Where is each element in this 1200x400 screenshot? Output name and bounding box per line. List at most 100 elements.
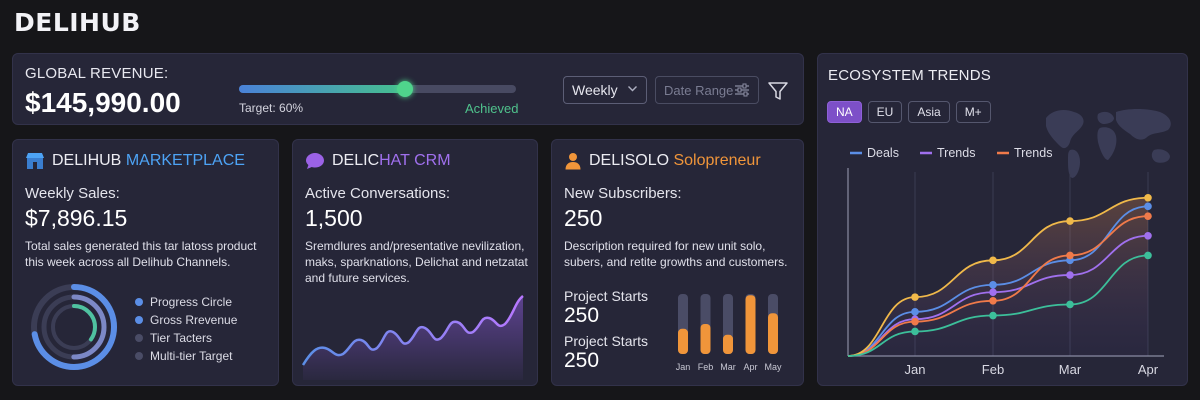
bar-month-label: Apr: [743, 362, 757, 372]
legend-label: Gross Rrevenue: [150, 313, 238, 327]
series-3-point: [989, 256, 997, 265]
monthly-bar-chart: Jan Feb Mar Apr May: [676, 294, 782, 372]
target-label: Target: 60%: [239, 101, 304, 115]
app-logo[interactable]: DELIHUB: [14, 8, 141, 37]
series-0-point: [989, 281, 997, 289]
conversations-sparkline: [301, 295, 524, 380]
project-starts-value: 250: [564, 304, 600, 327]
marketplace-card-title: DELIHUB MARKETPLACE: [25, 152, 245, 170]
active-conversations-value: 1,500: [305, 205, 363, 231]
period-select[interactable]: Weekly: [563, 76, 647, 104]
tab-region-eu[interactable]: EU: [867, 101, 903, 123]
tab-region-mplus[interactable]: M+: [955, 101, 991, 123]
solopreneur-card: DELISOLO Solopreneur New Subscribers: 25…: [551, 139, 804, 386]
bar-jan: [678, 328, 688, 354]
progress-fill: [239, 85, 406, 93]
bar-mar: [723, 334, 733, 354]
new-subscribers-label: New Subscribers:: [564, 185, 682, 202]
series-3-point: [911, 293, 919, 301]
project-starts-label: Project Starts: [564, 333, 649, 349]
trend-area-fill: [848, 197, 1148, 356]
crm-card-title: DELIC HAT CRM: [305, 152, 451, 170]
crm-title-brand: DELIC: [332, 152, 380, 169]
project-starts-label: Project Starts: [564, 288, 649, 304]
marketplace-title-brand: DELIHUB: [52, 152, 122, 169]
series-0-point: [911, 308, 919, 316]
bar-feb: [700, 324, 711, 354]
filter-icon[interactable]: [767, 80, 789, 102]
legend-dot: [135, 334, 143, 342]
x-tick-label: Jan: [905, 362, 926, 377]
series-1-point: [1144, 231, 1152, 240]
progress-rings: [31, 284, 117, 370]
bar-month-label: Jan: [676, 362, 691, 372]
solo-title-product: Solopreneur: [673, 152, 761, 169]
series-3-point: [1144, 193, 1152, 202]
period-select-value: Weekly: [572, 82, 618, 98]
region-tabs: NA EU Asia M+: [827, 101, 991, 123]
x-tick-label: Mar: [1059, 362, 1082, 377]
x-tick-label: Feb: [982, 362, 1004, 377]
bar-may: [768, 313, 778, 354]
revenue-value: $145,990.00: [25, 87, 181, 118]
legend-item: Progress Circle: [135, 293, 237, 311]
x-tick-label: Apr: [1138, 362, 1159, 377]
series-2-point: [989, 297, 997, 305]
date-range-placeholder: Date Range: [664, 83, 734, 98]
ring-outer: [31, 284, 117, 370]
date-range-field[interactable]: Date Range: [655, 76, 759, 104]
legend-dot: [135, 316, 143, 324]
legend-label: Trends: [1014, 146, 1052, 160]
legend-label: Tier Tacters: [150, 331, 213, 345]
bar-month-label: May: [764, 362, 782, 372]
series-4-point: [911, 327, 919, 336]
target-progress-bar: [239, 81, 516, 97]
series-4-point: [989, 311, 997, 320]
series-4-point: [1144, 251, 1152, 260]
trends-title: ECOSYSTEM TRENDS: [828, 67, 991, 84]
revenue-label: GLOBAL REVENUE:: [25, 65, 169, 82]
global-revenue-panel: GLOBAL REVENUE: $145,990.00 Target: 60% …: [12, 53, 804, 125]
weekly-sales-label: Weekly Sales:: [25, 185, 120, 202]
bar-apr: [745, 295, 756, 354]
series-2-point: [911, 317, 919, 326]
progress-handle[interactable]: [397, 81, 414, 97]
store-icon: [26, 153, 44, 169]
chevron-down-icon: [627, 83, 638, 97]
ecosystem-trends-panel: ECOSYSTEM TRENDS NA EU Asia M+ Jan Feb Mar Apr…: [817, 53, 1188, 386]
series-3-point: [1066, 217, 1074, 225]
legend-label: Multi-tier Target: [150, 349, 233, 363]
legend-dot: [135, 352, 143, 360]
active-conversations-label: Active Conversations:: [305, 185, 451, 202]
series-2-point: [1144, 212, 1152, 220]
series-2-point: [1066, 251, 1074, 260]
project-starts-value: 250: [564, 349, 600, 372]
legend-item: Tier Tacters: [135, 329, 237, 347]
bar-month-label: Feb: [698, 362, 714, 372]
series-1-point: [989, 288, 997, 297]
legend-label: Progress Circle: [150, 295, 233, 309]
series-0-point: [1144, 202, 1152, 211]
user-icon: [565, 153, 581, 170]
achieved-label: Achieved: [465, 101, 519, 116]
series-4-point: [1066, 300, 1074, 309]
bar-month-label: Mar: [720, 362, 736, 372]
chat-bubble-icon: [306, 153, 324, 169]
legend-item: Multi-tier Target: [135, 347, 237, 365]
marketplace-card: DELIHUB MARKETPLACE Weekly Sales: $7,896…: [12, 139, 279, 386]
weekly-sales-value: $7,896.15: [25, 205, 128, 231]
tab-region-na[interactable]: NA: [827, 101, 862, 123]
ecosystem-trends-chart: Jan Feb Mar Apr Deals Trends Trends: [847, 146, 1164, 377]
solo-title-brand: DELISOLO: [589, 152, 670, 169]
sliders-icon: [734, 83, 750, 100]
marketplace-description: Total sales generated this tar latoss pr…: [25, 239, 257, 269]
series-1-point: [1066, 271, 1074, 279]
solo-card-title: DELISOLO Solopreneur: [564, 152, 761, 170]
crm-title-product: HAT CRM: [379, 152, 451, 169]
tab-region-asia[interactable]: Asia: [908, 101, 950, 123]
marketplace-legend: Progress Circle Gross Rrevenue Tier Tacter…: [135, 293, 237, 365]
new-subscribers-value: 250: [564, 205, 603, 231]
legend-label: Deals: [867, 146, 899, 160]
legend-item: Gross Rrevenue: [135, 311, 237, 329]
marketplace-title-product: MARKETPLACE: [125, 152, 245, 169]
